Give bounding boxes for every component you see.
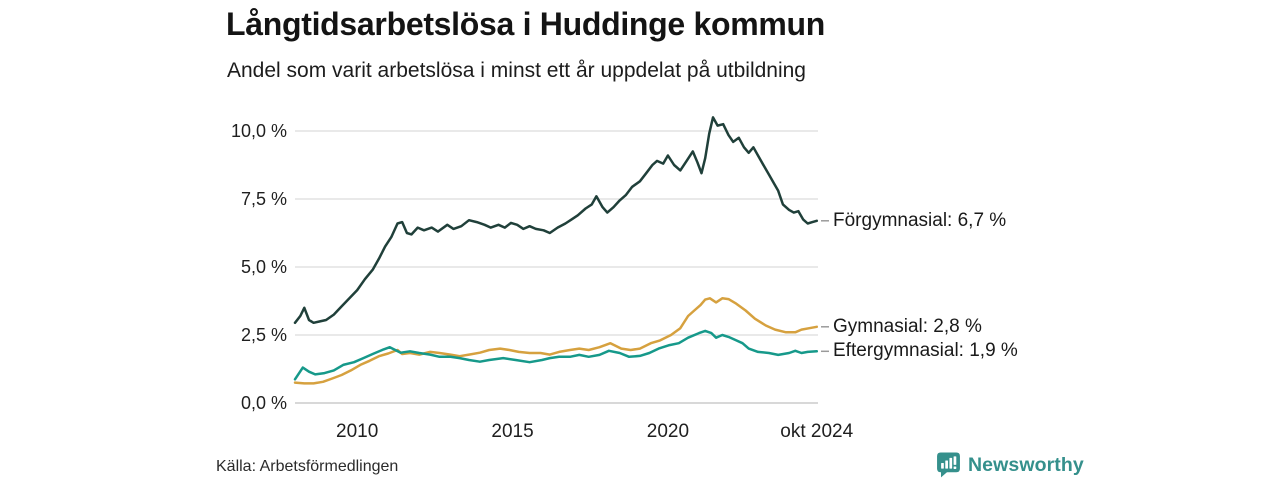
x-tick-label: okt 2024 [780, 421, 854, 442]
y-tick-label: 10,0 % [230, 121, 287, 141]
series-line-forgymnasial [293, 116, 819, 325]
series-line-eftergymnasial [293, 329, 819, 381]
x-tick-label: 2010 [336, 421, 379, 442]
newsworthy-icon [937, 452, 960, 478]
chart-subtitle: Andel som varit arbetslösa i minst ett å… [227, 59, 806, 82]
y-tick-label: 5,0 % [240, 257, 287, 277]
page-title: Långtidsarbetslösa i Huddinge kommun [226, 6, 826, 42]
y-tick-label: 7,5 % [240, 189, 287, 209]
series-line-gymnasial [293, 297, 819, 385]
y-tick-label: 2,5 % [240, 325, 287, 345]
newsworthy-logo: Newsworthy [936, 452, 1084, 478]
annotation-forgymnasial: Förgymnasial: 6,7 % [833, 209, 1007, 231]
x-tick-label: 2020 [646, 421, 690, 442]
newsworthy-wordmark: Newsworthy [968, 453, 1084, 476]
annotation-gymnasial: Gymnasial: 2,8 % [833, 315, 982, 337]
source-note: Källa: Arbetsförmedlingen [216, 458, 399, 475]
y-tick-label: 0,0 % [240, 393, 287, 413]
annotation-eftergymnasial: Eftergymnasial: 1,9 % [833, 340, 1018, 362]
x-tick-label: 2015 [491, 421, 534, 442]
